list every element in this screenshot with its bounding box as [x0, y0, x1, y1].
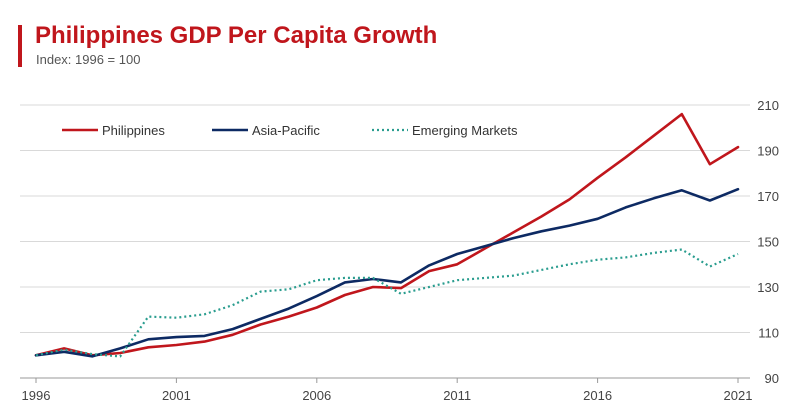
series-line-emerging-markets	[35, 248, 739, 358]
x-tick-label: 2006	[302, 388, 331, 403]
y-tick-label: 210	[757, 98, 779, 113]
legend-label-philippines: Philippines	[102, 123, 165, 138]
x-tick-label: 2011	[443, 388, 471, 403]
series-line-asia-pacific	[34, 187, 740, 358]
y-tick-label: 150	[757, 235, 779, 250]
x-tick-label: 2001	[162, 388, 191, 403]
legend-label-asia-pacific: Asia-Pacific	[252, 123, 320, 138]
y-tick-label: 170	[757, 189, 779, 204]
chart-subtitle: Index: 1996 = 100	[36, 52, 141, 67]
series-layer	[34, 112, 740, 358]
legend-label-emerging-markets: Emerging Markets	[412, 123, 518, 138]
x-tick-label: 1996	[22, 388, 51, 403]
title-accent-bar	[18, 25, 22, 67]
series-line-philippines	[34, 112, 740, 357]
y-tick-label: 110	[758, 326, 779, 341]
y-tick-label: 90	[765, 371, 779, 386]
x-tick-label: 2021	[724, 388, 753, 403]
legend: Philippines Asia-Pacific Emerging Markets	[62, 123, 518, 138]
y-tick-label: 130	[757, 280, 779, 295]
axis-layer: 90 110 130 150 170 190 210 1996 2001 2006 2011 2016…	[20, 98, 779, 403]
x-tick-label: 2016	[583, 388, 612, 403]
chart-title: Philippines GDP Per Capita Growth	[35, 22, 438, 49]
y-tick-label: 190	[757, 144, 779, 159]
